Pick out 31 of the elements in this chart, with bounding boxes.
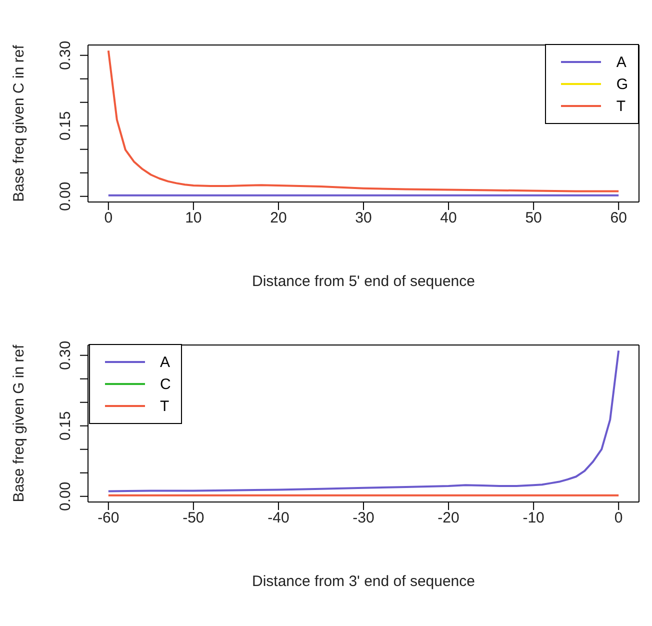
x-tick-label: 50 (525, 210, 542, 227)
y-tick-label: 0.30 (57, 40, 74, 70)
x-tick-label: 60 (610, 210, 627, 227)
y-axis-title: Base freq given G in ref (10, 344, 28, 502)
x-tick-label: 30 (355, 210, 372, 227)
legend-label: C (160, 376, 171, 392)
x-tick-label: -10 (522, 510, 544, 527)
x-tick-label: 40 (440, 210, 457, 227)
legend-label: A (160, 354, 170, 370)
x-tick-label: 10 (185, 210, 202, 227)
y-tick-label: 0.15 (57, 411, 74, 440)
x-tick-label: 0 (614, 510, 623, 527)
y-tick-label: 0.00 (57, 482, 74, 511)
x-axis-title: Distance from 3' end of sequence (252, 573, 475, 590)
x-tick-label: -50 (182, 510, 204, 527)
line-series (107, 350, 620, 492)
y-tick-label: 0.30 (57, 340, 74, 370)
x-tick-label: -20 (438, 510, 460, 527)
legend-label: T (616, 98, 626, 114)
y-axis-title: Base freq given C in ref (10, 44, 28, 202)
y-tick-label: 0.15 (57, 111, 74, 140)
x-tick-label: -40 (268, 510, 290, 527)
legend-label: G (616, 76, 628, 92)
x-axis-title: Distance from 5' end of sequence (252, 273, 475, 290)
x-tick-label: -30 (352, 510, 374, 527)
y-tick-label: 0.00 (57, 182, 74, 211)
x-tick-label: 20 (270, 210, 287, 227)
x-tick-label: 0 (104, 210, 113, 227)
legend-label: T (160, 398, 170, 414)
x-tick-label: -60 (98, 510, 120, 527)
legend-label: A (616, 54, 626, 70)
